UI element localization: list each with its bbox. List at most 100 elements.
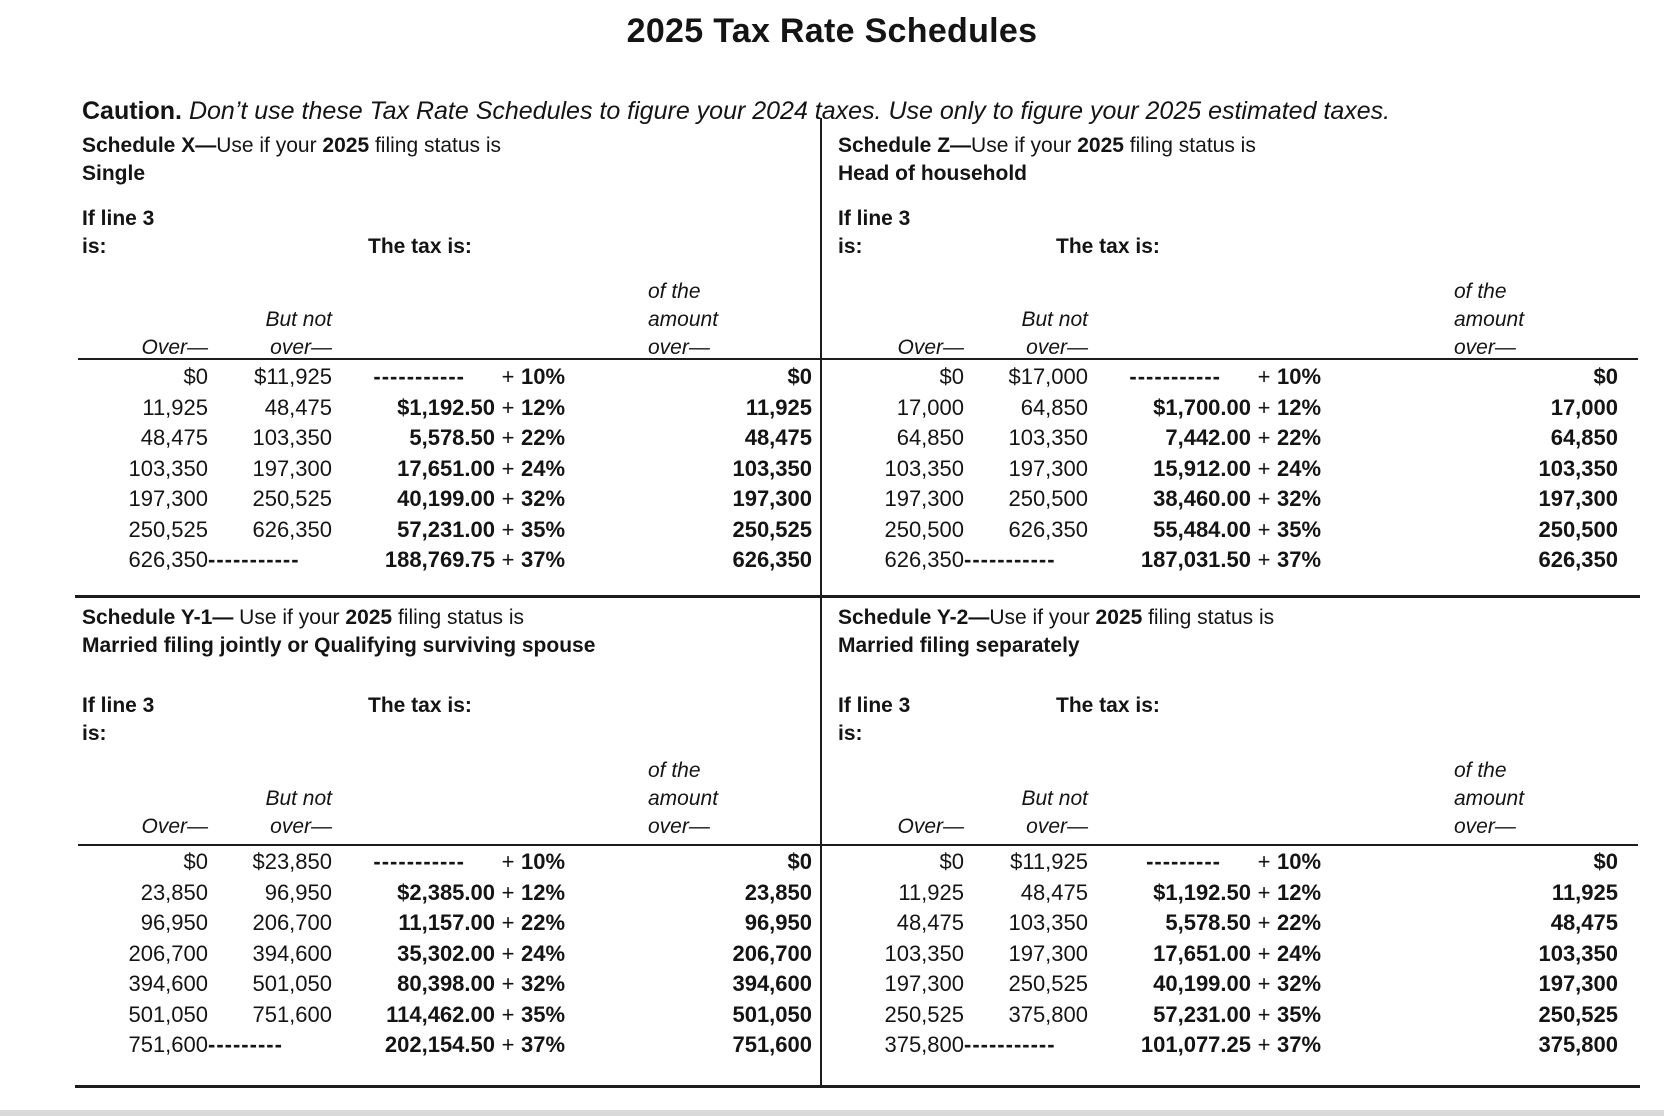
- amount-over-value: 250,525: [1538, 1001, 1618, 1027]
- base-tax-value: 187,031.50: [1140, 547, 1251, 572]
- over-value: 103,350: [128, 455, 208, 481]
- over-value: 96,950: [140, 910, 208, 935]
- rate-value: 12%: [521, 879, 566, 905]
- amount-over-value: 64,850: [1550, 425, 1618, 450]
- but-not-over-value: $11,925: [1010, 849, 1088, 874]
- divider-line: [820, 118, 822, 1088]
- amount-over-value: 103,350: [1538, 455, 1618, 481]
- plus-sign: +: [1257, 425, 1271, 450]
- base-tax-value: 80,398.00: [397, 971, 495, 996]
- filing-status: Married filing separately: [838, 634, 1080, 657]
- rate-row: 103,350 197,300 17,651.00 +24% 103,350: [838, 939, 1618, 970]
- plus-sign: +: [501, 547, 515, 572]
- over-value: 197,300: [128, 486, 208, 511]
- filing-status: Head of household: [838, 162, 1027, 185]
- amount-over-value: 250,500: [1538, 516, 1618, 542]
- plus-sign: +: [501, 849, 515, 874]
- plus-sign: +: [501, 425, 515, 450]
- section-rule: [75, 595, 1640, 598]
- over-header: Over—: [897, 815, 964, 838]
- amount-over-value: 11,925: [1551, 879, 1618, 905]
- base-tax-value: 17,651.00: [397, 455, 495, 481]
- over-value: 375,800: [884, 1032, 964, 1057]
- rate-row: $0 $11,925 ----------- +10% $0: [82, 362, 812, 393]
- plus-sign: +: [1257, 455, 1271, 481]
- plus-sign: +: [501, 940, 515, 966]
- but-not-over-value: 96,950: [264, 879, 332, 905]
- if-line-3-label: If line 3: [838, 694, 911, 717]
- schedule-y1-panel: Schedule Y-1— Use if your 2025 filing st…: [75, 599, 821, 1085]
- base-tax-value: 5,578.50: [409, 425, 495, 450]
- but-not-over-value: $17,000: [1008, 364, 1088, 389]
- rate-value: 24%: [1277, 940, 1322, 966]
- but-not-over-header: But not over—: [265, 787, 332, 838]
- over-value: 11,925: [898, 879, 964, 905]
- rate-value: 22%: [1277, 910, 1322, 935]
- of-the-amount-over-header: of the amount over—: [1454, 280, 1525, 359]
- rate-value: 22%: [521, 425, 566, 450]
- but-not-over-value: 103,350: [252, 425, 332, 450]
- base-tax-value: 40,199.00: [397, 486, 495, 511]
- base-tax-value: 5,578.50: [1165, 910, 1251, 935]
- over-value: $0: [183, 364, 208, 389]
- over-value: 250,525: [128, 516, 208, 542]
- base-tax-value: 188,769.75: [384, 547, 495, 572]
- base-tax-value: -----------: [1129, 364, 1221, 389]
- schedule-title: Schedule Z—Use if your 2025 filing statu…: [838, 132, 1636, 188]
- over-value: 501,050: [128, 1001, 208, 1027]
- amount-over-value: 206,700: [732, 940, 812, 966]
- plus-sign: +: [501, 455, 515, 481]
- but-not-over-value: 626,350: [1008, 516, 1088, 542]
- rate-row: 394,600 501,050 80,398.00 +32% 394,600: [82, 969, 812, 1000]
- schedule-title: Schedule X—Use if your 2025 filing statu…: [82, 132, 817, 188]
- over-value: 250,500: [884, 516, 964, 542]
- rate-row: 23,850 96,950 $2,385.00 +12% 23,850: [82, 878, 812, 909]
- rate-value: 10%: [521, 364, 566, 389]
- rate-row: 206,700 394,600 35,302.00 +24% 206,700: [82, 939, 812, 970]
- plus-sign: +: [1257, 486, 1271, 511]
- rate-table: $0 $11,925 --------- +10% $0 11,925 48,475 $1,1…: [838, 847, 1618, 1061]
- filing-status: Single: [82, 162, 146, 185]
- amount-over-value: 626,350: [732, 547, 812, 572]
- header-rule-bottom: [78, 844, 1638, 846]
- over-value: $0: [183, 849, 208, 874]
- over-value: $0: [939, 849, 964, 874]
- but-not-over-value: $11,925: [254, 364, 332, 389]
- schedule-title: Schedule Y-2—Use if your 2025 filing sta…: [838, 604, 1636, 660]
- over-header: Over—: [897, 336, 964, 359]
- rate-value: 32%: [521, 486, 566, 511]
- rate-row: 17,000 64,850 $1,700.00 +12% 17,000: [838, 393, 1618, 424]
- plus-sign: +: [501, 486, 515, 511]
- but-not-over-header: But not over—: [265, 308, 332, 359]
- rate-row: 250,500 626,350 55,484.00 +35% 250,500: [838, 515, 1618, 546]
- over-value: 626,350: [884, 547, 964, 572]
- over-header: Over—: [141, 815, 208, 838]
- schedule-z-panel: Schedule Z—Use if your 2025 filing statu…: [821, 122, 1640, 595]
- amount-over-value: 103,350: [1538, 940, 1618, 966]
- amount-over-value: 48,475: [1550, 910, 1618, 935]
- rate-value: 10%: [1277, 849, 1322, 874]
- over-value: 103,350: [884, 940, 964, 966]
- plus-sign: +: [1257, 516, 1271, 542]
- base-tax-value: 57,231.00: [397, 516, 495, 542]
- over-value: 206,700: [128, 940, 208, 966]
- plus-sign: +: [1257, 971, 1271, 996]
- schedule-x-panel: Schedule X—Use if your 2025 filing statu…: [75, 122, 821, 595]
- amount-over-value: 197,300: [1538, 486, 1618, 511]
- over-value: 394,600: [128, 971, 208, 996]
- rate-value: 10%: [521, 849, 566, 874]
- but-not-over-value: 206,700: [252, 910, 332, 935]
- amount-over-value: $0: [1593, 364, 1618, 389]
- plus-sign: +: [1257, 394, 1271, 420]
- base-tax-value: -----------: [373, 849, 465, 874]
- rate-value: 24%: [1277, 455, 1322, 481]
- over-value: 250,525: [884, 1001, 964, 1027]
- plus-sign: +: [1257, 364, 1271, 389]
- over-value: $0: [939, 364, 964, 389]
- but-not-over-value: 197,300: [1008, 940, 1088, 966]
- amount-over-value: 17,000: [1550, 394, 1618, 420]
- base-tax-value: 55,484.00: [1153, 516, 1251, 542]
- but-not-over-value: 48,475: [1020, 879, 1088, 905]
- rate-value: 12%: [1277, 879, 1322, 905]
